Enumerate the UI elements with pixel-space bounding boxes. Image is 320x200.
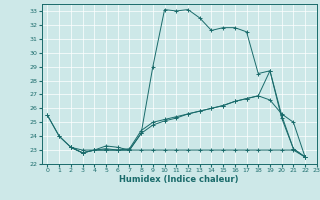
X-axis label: Humidex (Indice chaleur): Humidex (Indice chaleur) <box>119 175 239 184</box>
